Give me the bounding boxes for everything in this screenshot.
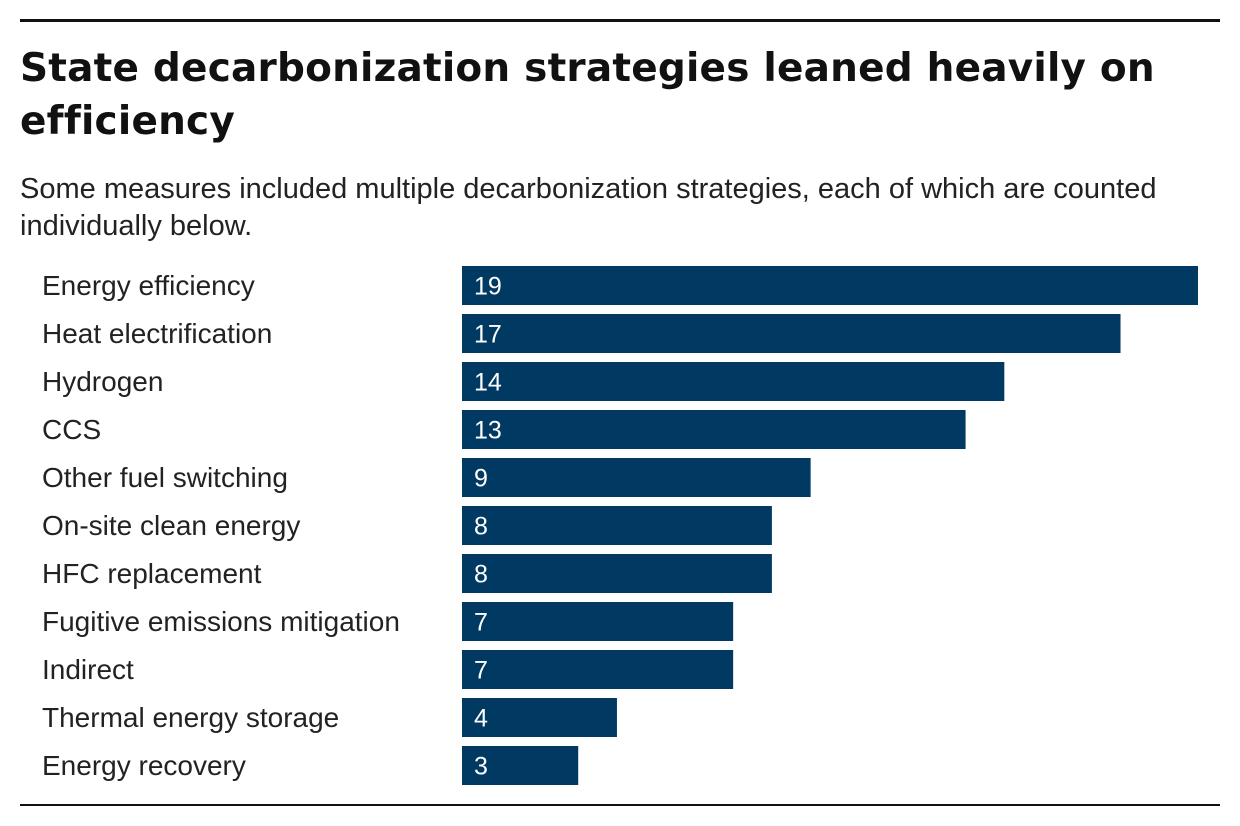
value-label: 7 [474,657,488,685]
top-rule [20,19,1220,22]
bottom-rule [20,804,1220,806]
bar-row: Thermal energy storage 4 [42,698,617,737]
category-label: Fugitive emissions mitigation [42,606,400,637]
category-label: Other fuel switching [42,462,288,493]
category-label: HFC replacement [42,558,262,589]
category-label: CCS [42,414,101,445]
bar [462,554,772,593]
category-label: On-site clean energy [42,510,300,541]
bar-row: Other fuel switching 9 [42,458,811,497]
category-label: Thermal energy storage [42,702,339,733]
bar [462,602,734,641]
bar-row: Energy efficiency 19 [42,266,1198,305]
category-label: Hydrogen [42,366,163,397]
chart-title: State decarbonization strategies leaned … [20,46,1155,144]
chart-subtitle: Some measures included multiple decarbon… [20,173,1157,242]
bar [462,746,579,785]
category-label: Indirect [42,654,134,685]
bar-row: HFC replacement 8 [42,554,772,593]
value-label: 4 [474,705,488,733]
bar-row: Indirect 7 [42,650,734,689]
bar [462,362,1005,401]
bar-row: Fugitive emissions mitigation 7 [42,602,734,641]
value-label: 13 [474,417,502,445]
bar [462,458,811,497]
value-label: 19 [474,273,502,301]
value-label: 17 [474,321,502,349]
bar [462,266,1198,305]
value-label: 8 [474,513,488,541]
bar-row: Heat electrification 17 [42,314,1121,353]
bar [462,410,966,449]
value-label: 7 [474,609,488,637]
bar-row: Energy recovery 3 [42,746,579,785]
category-label: Energy recovery [42,750,246,781]
bar-row: Hydrogen 14 [42,362,1005,401]
bar-row: On-site clean energy 8 [42,506,772,545]
category-label: Energy efficiency [42,270,255,301]
bar [462,506,772,545]
value-label: 9 [474,465,488,493]
bar [462,698,617,737]
bar [462,650,734,689]
value-label: 8 [474,561,488,589]
category-label: Heat electrification [42,318,272,349]
value-label: 14 [474,369,502,397]
bar-row: CCS 13 [42,410,966,449]
value-label: 3 [474,753,488,781]
bar [462,314,1121,353]
